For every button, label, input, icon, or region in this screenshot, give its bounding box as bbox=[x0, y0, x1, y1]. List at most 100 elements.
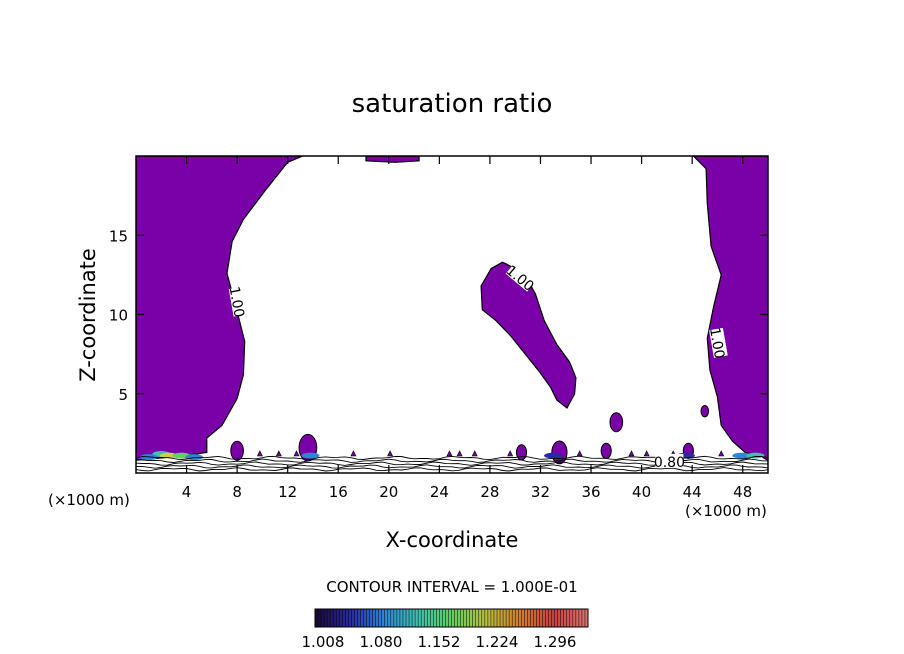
surface-cell-5 bbox=[301, 452, 320, 459]
colorbar-cell-80 bbox=[557, 609, 561, 627]
marker-8 bbox=[507, 450, 514, 457]
colorbar-cell-38 bbox=[430, 609, 434, 627]
colorbar-cell-62 bbox=[503, 609, 507, 627]
colorbar-cell-1 bbox=[318, 609, 322, 627]
x-unit-left: (×1000 m) bbox=[48, 491, 130, 509]
x-axis-label: X-coordinate bbox=[386, 528, 519, 552]
colorbar-cell-70 bbox=[527, 609, 531, 627]
blob-3 bbox=[609, 412, 624, 433]
colorbar-cell-79 bbox=[554, 609, 558, 627]
colorbar-cell-28 bbox=[399, 609, 404, 627]
contour-label-0: 1.00 bbox=[226, 285, 247, 318]
colorbar-cell-61 bbox=[500, 609, 504, 627]
colorbar-cell-50 bbox=[466, 609, 470, 627]
marker-3 bbox=[350, 450, 357, 457]
colorbar-cell-14 bbox=[357, 609, 361, 627]
colorbar-cell-7 bbox=[336, 609, 340, 627]
colorbar-cell-37 bbox=[427, 609, 431, 627]
colorbar-cell-54 bbox=[478, 609, 483, 627]
colorbar-cell-29 bbox=[402, 609, 407, 627]
colorbar-cell-4 bbox=[327, 609, 331, 627]
region-left bbox=[136, 156, 304, 461]
colorbar-cell-30 bbox=[406, 609, 410, 627]
x-tick-label-20: 20 bbox=[379, 483, 398, 501]
y-tick-label-5: 5 bbox=[118, 386, 128, 404]
x-unit-right: (×1000 m) bbox=[685, 502, 767, 520]
x-tick-label-28: 28 bbox=[480, 483, 499, 501]
colorbar-cell-47 bbox=[457, 609, 461, 627]
colorbar-label-4: 1.296 bbox=[534, 633, 577, 651]
x-tick-label-12: 12 bbox=[278, 483, 297, 501]
marker-11 bbox=[643, 450, 650, 457]
colorbar-cell-25 bbox=[390, 609, 395, 627]
colorbar-cell-83 bbox=[566, 609, 571, 627]
colorbar-cell-0 bbox=[315, 609, 319, 627]
colorbar-cell-24 bbox=[387, 609, 392, 627]
x-tick-label-40: 40 bbox=[632, 483, 651, 501]
marker-6 bbox=[456, 450, 463, 457]
surface-cell-4 bbox=[185, 454, 204, 461]
colorbar-cell-18 bbox=[369, 609, 373, 627]
colorbar-cell-36 bbox=[424, 609, 428, 627]
x-tick-label-16: 16 bbox=[329, 483, 348, 501]
x-tick-label-8: 8 bbox=[232, 483, 242, 501]
colorbar-cell-9 bbox=[342, 609, 346, 627]
colorbar-label-3: 1.224 bbox=[476, 633, 519, 651]
colorbar-cell-51 bbox=[469, 609, 474, 627]
marker-9 bbox=[576, 450, 583, 457]
colorbar-cell-88 bbox=[581, 609, 586, 627]
colorbar-cell-49 bbox=[463, 609, 467, 627]
colorbar-cell-16 bbox=[363, 609, 367, 627]
colorbar-cell-27 bbox=[396, 609, 401, 627]
colorbar-cell-44 bbox=[448, 609, 452, 627]
colorbar-cell-26 bbox=[393, 609, 398, 627]
colorbar-cell-78 bbox=[551, 609, 555, 627]
colorbar-cell-45 bbox=[451, 609, 455, 627]
colorbar-cell-17 bbox=[366, 609, 370, 627]
colorbar-cell-55 bbox=[481, 609, 486, 627]
colorbar-frame bbox=[314, 608, 589, 628]
marker-7 bbox=[471, 450, 478, 457]
blob-4 bbox=[600, 442, 612, 459]
colorbar-cell-86 bbox=[575, 609, 580, 627]
colorbar-cell-84 bbox=[569, 609, 574, 627]
colorbar-cell-53 bbox=[475, 609, 480, 627]
colorbar-cell-34 bbox=[418, 609, 422, 627]
colorbar-cell-67 bbox=[518, 609, 522, 627]
colorbar-cell-46 bbox=[454, 609, 458, 627]
colorbar-cell-71 bbox=[530, 609, 534, 627]
region-top-strip bbox=[365, 156, 420, 163]
y-axis-ticks: 5 10 15 bbox=[109, 227, 768, 404]
colorbar-label-0: 1.008 bbox=[302, 633, 345, 651]
colorbar-cell-31 bbox=[409, 609, 413, 627]
colorbar-cell-60 bbox=[497, 609, 501, 627]
x-tick-label-44: 44 bbox=[683, 483, 702, 501]
colorbar-cell-69 bbox=[524, 609, 528, 627]
colorbar-cell-48 bbox=[460, 609, 464, 627]
colorbar-cell-23 bbox=[384, 609, 389, 627]
contour-interval-text: CONTOUR INTERVAL = 1.000E-01 bbox=[326, 578, 577, 596]
colorbar-cell-58 bbox=[490, 609, 495, 627]
colorbar-cell-66 bbox=[515, 609, 519, 627]
colorbar-cell-89 bbox=[584, 609, 589, 627]
blob-6 bbox=[700, 404, 710, 418]
colorbar-cell-8 bbox=[339, 609, 343, 627]
contour-label-bg-0 bbox=[228, 286, 248, 317]
colorbar-cell-43 bbox=[445, 609, 449, 627]
contour-label-bg-3 bbox=[655, 453, 684, 468]
colorbar-cell-82 bbox=[563, 609, 568, 627]
colorbar-cell-22 bbox=[381, 609, 386, 627]
contour-label-3: 0.80 bbox=[654, 455, 685, 471]
colorbar-cell-15 bbox=[360, 609, 364, 627]
colorbar-cell-68 bbox=[521, 609, 525, 627]
colorbar-cell-41 bbox=[439, 609, 443, 627]
x-tick-label-4: 4 bbox=[182, 483, 192, 501]
marker-5 bbox=[446, 450, 453, 457]
marker-1 bbox=[275, 450, 282, 457]
colorbar-cell-56 bbox=[484, 609, 489, 627]
x-tick-label-48: 48 bbox=[733, 483, 752, 501]
colorbar-cell-39 bbox=[433, 609, 437, 627]
marker-4 bbox=[387, 450, 394, 457]
colorbar-cell-75 bbox=[542, 609, 546, 627]
